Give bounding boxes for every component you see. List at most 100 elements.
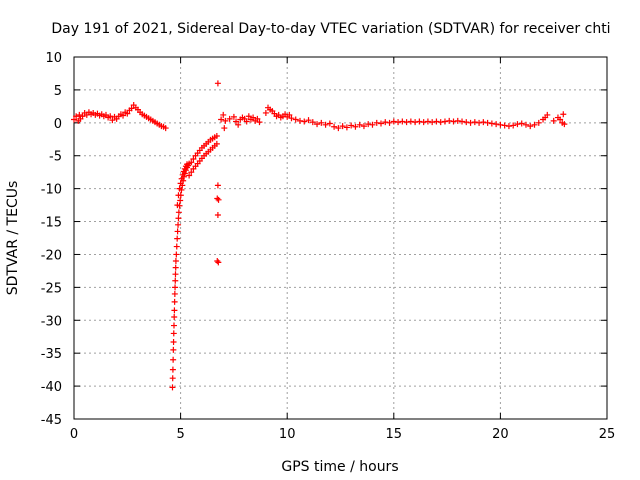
y-tick-label: 0 xyxy=(54,117,62,132)
data-point xyxy=(437,119,444,126)
data-point xyxy=(175,192,182,199)
data-point xyxy=(172,258,179,265)
x-tick-label: 20 xyxy=(492,427,509,442)
y-tick-label: -40 xyxy=(41,380,62,395)
data-point xyxy=(386,119,393,126)
data-points xyxy=(71,80,568,391)
data-point xyxy=(476,119,483,126)
data-point xyxy=(262,109,269,116)
data-point xyxy=(450,118,457,125)
data-point xyxy=(170,356,177,363)
x-tick-label: 0 xyxy=(70,427,78,442)
data-point xyxy=(214,258,221,265)
data-point xyxy=(514,121,521,128)
data-point xyxy=(348,122,355,129)
data-point xyxy=(318,119,325,126)
data-point xyxy=(326,120,333,127)
data-point xyxy=(215,259,222,266)
data-point xyxy=(120,112,127,119)
data-point xyxy=(71,116,77,123)
data-point xyxy=(433,118,440,125)
data-point xyxy=(429,119,436,126)
y-tick-label: -30 xyxy=(41,314,62,329)
data-point xyxy=(214,182,221,189)
data-point xyxy=(174,228,181,235)
x-tick-label: 5 xyxy=(176,427,184,442)
data-point xyxy=(109,117,116,124)
data-point xyxy=(213,132,220,139)
data-point xyxy=(173,243,180,250)
data-point xyxy=(501,122,508,129)
y-tick-label: -25 xyxy=(41,281,62,296)
data-point xyxy=(173,251,180,258)
data-point xyxy=(213,140,220,147)
data-point xyxy=(170,330,177,337)
data-point xyxy=(170,346,177,353)
data-point xyxy=(322,121,329,128)
data-point xyxy=(172,271,179,278)
data-point xyxy=(480,119,487,126)
data-point xyxy=(233,118,240,125)
data-point xyxy=(76,111,83,118)
data-point xyxy=(243,118,250,125)
data-point xyxy=(378,120,385,127)
data-point xyxy=(169,384,176,391)
data-point xyxy=(343,124,350,131)
plot-frame xyxy=(73,56,608,420)
data-point xyxy=(407,118,414,125)
data-point xyxy=(218,116,225,123)
data-point xyxy=(561,121,568,128)
y-tick-label: -35 xyxy=(41,347,62,362)
data-point xyxy=(220,111,227,118)
data-point xyxy=(416,118,423,125)
data-point xyxy=(395,119,402,126)
data-point xyxy=(373,119,380,126)
data-point xyxy=(175,221,182,228)
data-point xyxy=(369,121,376,128)
data-point xyxy=(314,121,321,128)
x-tick-label: 25 xyxy=(599,427,616,442)
data-point xyxy=(188,169,195,176)
data-point xyxy=(522,121,529,128)
data-point xyxy=(505,123,512,130)
data-point xyxy=(174,202,181,209)
data-point xyxy=(531,121,538,128)
data-point xyxy=(560,111,567,118)
data-point xyxy=(454,117,461,124)
data-point xyxy=(335,125,342,132)
data-point xyxy=(73,113,80,120)
data-point xyxy=(292,116,299,123)
data-point xyxy=(172,284,179,291)
y-tick-label: -10 xyxy=(41,183,62,198)
data-point xyxy=(254,115,261,122)
data-point xyxy=(174,235,181,242)
data-point xyxy=(172,264,179,271)
data-point xyxy=(179,171,186,178)
data-point xyxy=(403,119,410,126)
data-point xyxy=(352,123,359,130)
x-axis-label: GPS time / hours xyxy=(281,459,398,475)
data-point xyxy=(557,116,564,123)
data-point xyxy=(226,115,233,122)
data-point xyxy=(170,322,177,329)
data-point xyxy=(172,277,179,284)
data-point xyxy=(128,105,135,112)
data-point xyxy=(124,110,131,117)
data-point xyxy=(170,338,177,345)
x-tick-label: 15 xyxy=(386,427,403,442)
data-point xyxy=(162,125,169,132)
data-point xyxy=(296,117,303,124)
data-point xyxy=(356,121,363,128)
y-tick-label: -45 xyxy=(41,413,62,428)
data-point xyxy=(424,118,431,125)
grid xyxy=(74,57,607,419)
data-point xyxy=(190,156,197,163)
data-point xyxy=(107,113,114,120)
data-point xyxy=(365,121,372,128)
data-point xyxy=(544,111,551,118)
data-point xyxy=(214,80,221,87)
data-point xyxy=(235,121,242,128)
data-point xyxy=(171,313,178,320)
data-point xyxy=(518,120,525,127)
